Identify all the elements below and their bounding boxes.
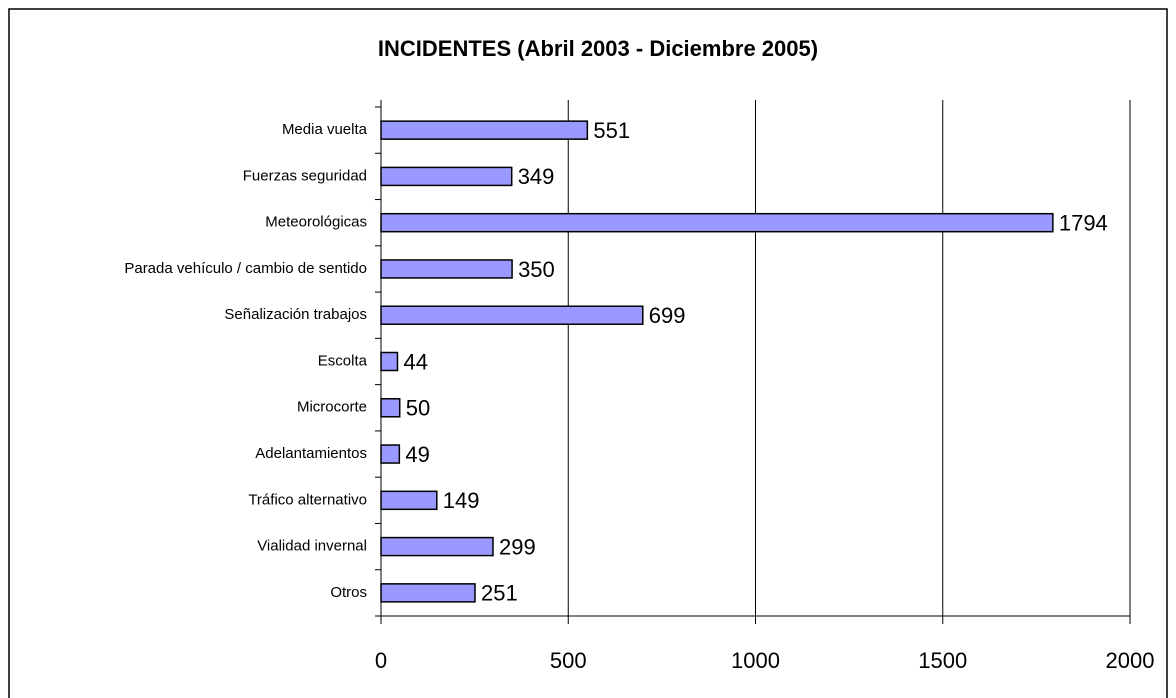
chart-border — [8, 8, 1168, 698]
bar — [380, 398, 401, 418]
data-label: 251 — [481, 581, 518, 606]
chart-title: INCIDENTES (Abril 2003 - Diciembre 2005) — [378, 36, 818, 61]
bar — [380, 166, 513, 187]
data-label: 1794 — [1059, 210, 1108, 235]
y-tick-label: Adelantamientos — [255, 445, 367, 462]
data-label: 299 — [499, 534, 536, 559]
data-label: 699 — [649, 303, 686, 328]
y-tick-label: Parada vehículo / cambio de sentido — [124, 260, 367, 277]
bar — [380, 305, 644, 325]
y-tick-label: Fuerzas seguridad — [243, 167, 367, 184]
y-tick-label: Señalización trabajos — [224, 306, 367, 323]
bar — [380, 583, 476, 603]
data-label: 350 — [518, 257, 555, 282]
bar — [380, 120, 589, 140]
x-tick-label: 0 — [375, 648, 387, 673]
y-tick-label: Meteorológicas — [265, 214, 367, 231]
y-tick-label: Vialidad invernal — [257, 538, 367, 555]
y-tick-label: Escolta — [318, 352, 368, 369]
data-label: 149 — [443, 488, 480, 513]
bar — [380, 351, 399, 372]
data-label: 551 — [593, 118, 630, 143]
bar — [380, 490, 438, 511]
bar — [380, 259, 513, 279]
bar — [380, 444, 401, 464]
x-tick-label: 2000 — [1106, 648, 1155, 673]
data-label: 49 — [405, 442, 429, 467]
bar — [380, 536, 494, 557]
bar — [380, 212, 1054, 233]
x-tick-label: 1500 — [918, 648, 967, 673]
y-tick-label: Media vuelta — [282, 121, 368, 138]
data-label: 50 — [406, 396, 430, 421]
x-tick-label: 500 — [550, 648, 587, 673]
y-tick-label: Microcorte — [297, 399, 367, 416]
x-tick-label: 1000 — [731, 648, 780, 673]
data-label: 44 — [403, 349, 427, 374]
y-tick-label: Otros — [330, 584, 367, 601]
data-label: 349 — [518, 164, 555, 189]
y-tick-label: Tráfico alternativo — [248, 491, 367, 508]
